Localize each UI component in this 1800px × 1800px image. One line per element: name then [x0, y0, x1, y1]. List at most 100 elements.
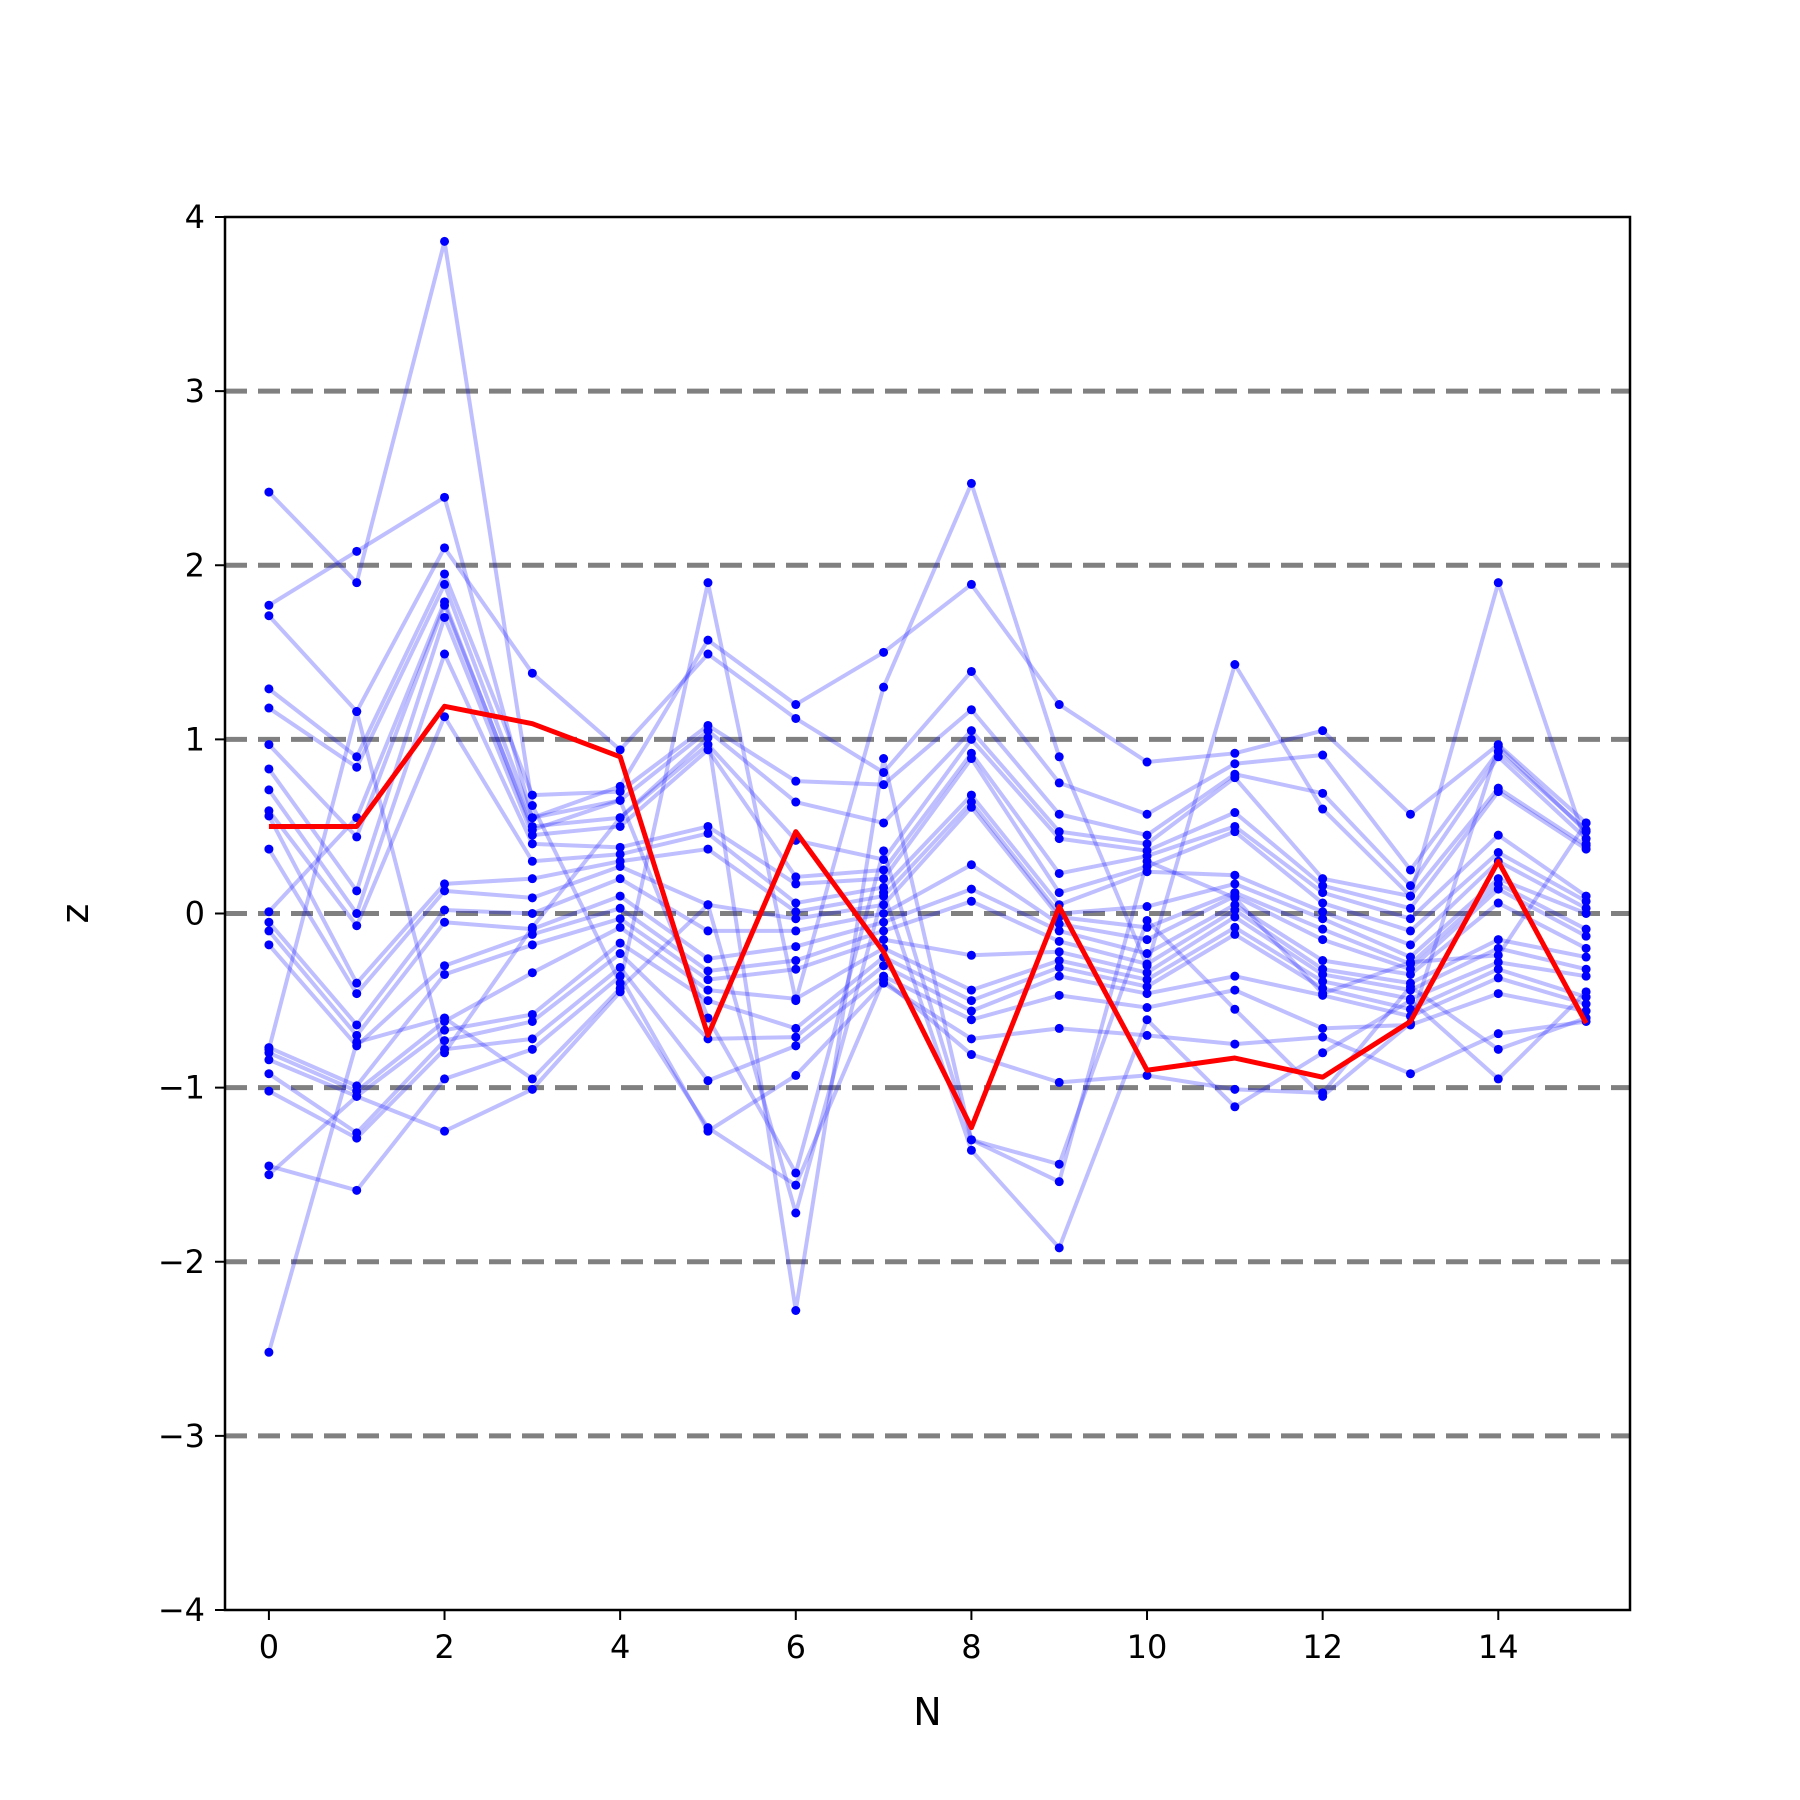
sample-point — [527, 1034, 537, 1044]
sample-point — [1142, 1030, 1152, 1040]
sample-point — [615, 914, 625, 924]
sample-point — [1318, 907, 1328, 917]
sample-point — [879, 682, 889, 692]
sample-point — [352, 978, 362, 988]
sample-point — [1230, 808, 1240, 818]
sample-point — [1142, 968, 1152, 978]
sample-point — [966, 1034, 976, 1044]
sample-point — [440, 597, 450, 607]
sample-point — [1405, 1069, 1415, 1079]
sample-point — [1142, 949, 1152, 959]
sample-point — [879, 917, 889, 927]
y-tick-label: −3 — [158, 1417, 205, 1455]
sample-point — [791, 713, 801, 723]
sample-point — [791, 907, 801, 917]
sample-point — [1054, 752, 1064, 762]
sample-point — [264, 785, 274, 795]
sample-point — [1054, 1023, 1064, 1033]
sample-point — [703, 985, 713, 995]
sample-point — [1493, 964, 1503, 974]
sample-series-line — [267, 862, 1588, 1027]
sample-point — [527, 1016, 537, 1026]
sample-point — [791, 942, 801, 952]
sample-point — [1230, 985, 1240, 995]
sample-point — [264, 1347, 274, 1357]
sample-point — [615, 861, 625, 871]
sample-point — [440, 961, 450, 971]
sample-point — [1318, 804, 1328, 814]
sample-point — [703, 900, 713, 910]
sample-point — [352, 1091, 362, 1101]
sample-point — [1054, 778, 1064, 788]
sample-point — [966, 705, 976, 715]
y-tick-label: −1 — [158, 1069, 205, 1107]
sample-point — [966, 1135, 976, 1145]
sample-point — [1405, 969, 1415, 979]
x-tick-label: 4 — [610, 1628, 630, 1666]
sample-series-line — [268, 925, 1587, 1094]
sample-point — [1142, 839, 1152, 849]
sample-series-line — [267, 545, 1588, 872]
sample-point — [1054, 868, 1064, 878]
sample-point — [1581, 896, 1591, 906]
sample-point — [1493, 898, 1503, 908]
reference-lines — [225, 388, 1630, 1439]
sample-point — [703, 926, 713, 936]
sample-point — [966, 666, 976, 676]
sample-point — [1054, 936, 1064, 946]
sample-point — [703, 649, 713, 659]
sample-point — [352, 989, 362, 999]
sample-point — [879, 780, 889, 790]
sample-point — [1493, 950, 1503, 960]
sample-point — [703, 1123, 713, 1133]
sample-point — [1142, 1015, 1152, 1025]
sample-point — [264, 811, 274, 821]
y-tick-label: 1 — [185, 720, 205, 758]
sample-point — [966, 478, 976, 488]
sample-point — [440, 905, 450, 915]
sample-point — [791, 797, 801, 807]
sample-point — [352, 762, 362, 772]
sample-point — [966, 726, 976, 736]
sample-point — [1230, 922, 1240, 932]
sample-point — [703, 966, 713, 976]
x-axis-label: N — [913, 1690, 941, 1734]
y-axis-ticks: −4 −3 −2 −1 0 1 2 3 4 — [158, 198, 225, 1629]
sample-point — [1581, 1006, 1591, 1016]
sample-point — [440, 1036, 450, 1046]
sample-point — [1054, 700, 1064, 710]
sample-point — [527, 668, 537, 678]
sample-point — [352, 578, 362, 588]
sample-point — [352, 1185, 362, 1195]
sample-point — [703, 733, 713, 743]
sample-point — [1230, 1004, 1240, 1014]
sample-point — [527, 813, 537, 823]
sample-point — [879, 926, 889, 936]
sample-point — [1230, 827, 1240, 837]
sample-point — [352, 909, 362, 918]
sample-point — [1318, 1032, 1328, 1042]
sample-point — [879, 865, 889, 875]
sample-point — [1318, 874, 1328, 884]
sample-point — [1142, 959, 1152, 969]
sample-series-line — [267, 899, 1587, 1048]
sample-point — [1581, 999, 1591, 1009]
y-tick-label: 4 — [185, 198, 205, 236]
sample-point — [879, 975, 889, 985]
sample-point — [264, 1161, 274, 1171]
sample-point — [791, 1032, 801, 1042]
sample-point — [1142, 915, 1152, 925]
sample-point — [352, 921, 362, 931]
sample-point — [1054, 971, 1064, 981]
x-tick-label: 6 — [786, 1628, 806, 1666]
sample-point — [879, 900, 889, 910]
sample-point — [1405, 926, 1415, 936]
sample-point — [1054, 1159, 1064, 1169]
sample-point — [352, 546, 362, 556]
sample-series-line — [268, 974, 1587, 1193]
y-tick-label: 2 — [185, 546, 205, 584]
sample-point — [1054, 1243, 1064, 1253]
sample-point — [966, 985, 976, 995]
sample-point — [527, 1084, 537, 1094]
sample-point — [264, 907, 274, 917]
